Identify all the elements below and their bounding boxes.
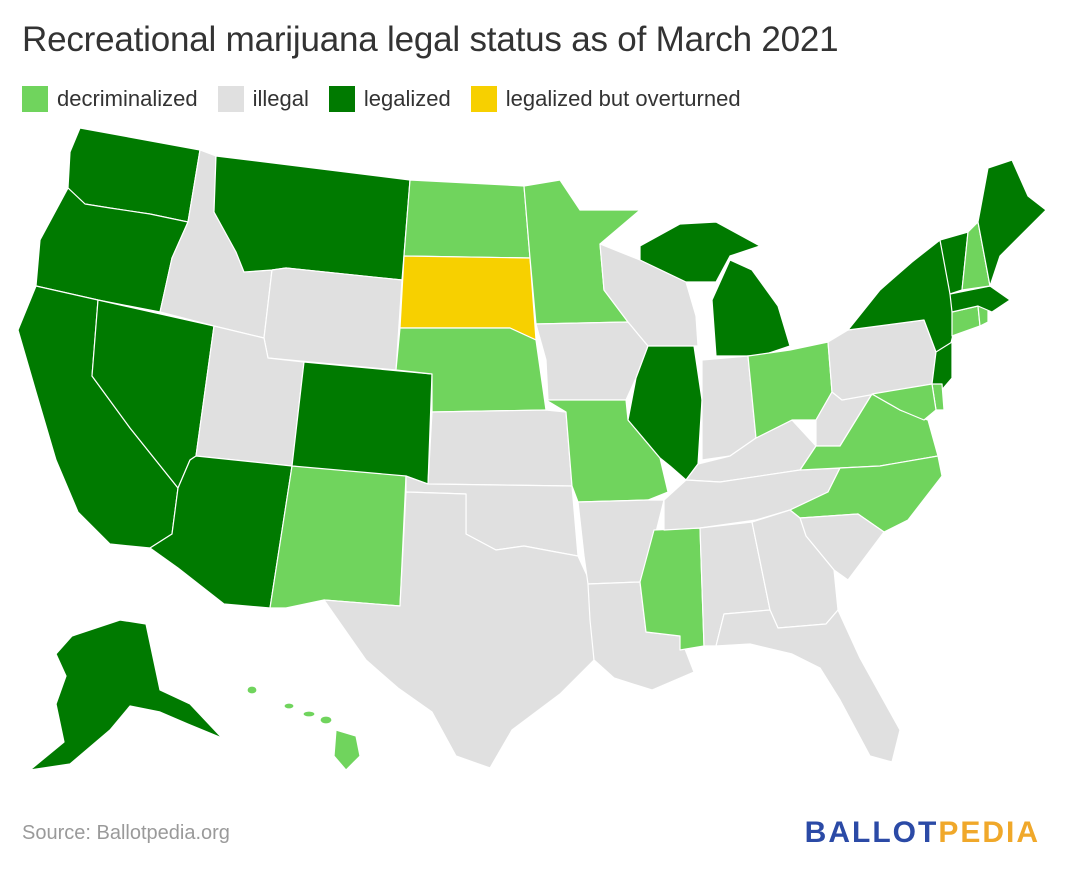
legend-swatch-overturned [470, 86, 497, 112]
state-hi[interactable] [246, 685, 361, 771]
legend-label: legalized [363, 86, 451, 111]
state-ia[interactable] [535, 321, 649, 401]
logo-part-pedia: PEDIA [938, 816, 1040, 849]
legend-item-illegal: illegal [217, 86, 309, 112]
logo-part-ballot: BALLOT [804, 816, 939, 849]
ballotpedia-logo: BALLOTPEDIA [805, 816, 1040, 850]
source-note: Source: Ballotpedia.org [22, 822, 230, 844]
state-mt[interactable] [213, 155, 411, 281]
state-mo[interactable] [545, 399, 669, 503]
state-md[interactable] [871, 383, 937, 421]
chart-title: Recreational marijuana legal status as o… [22, 20, 839, 59]
legend-item-legalized: legalized [328, 86, 451, 112]
state-fl[interactable] [715, 609, 901, 763]
state-nd[interactable] [403, 179, 531, 259]
legend: decriminalized illegal legalized legaliz… [22, 86, 761, 112]
legend-swatch-legalized [328, 86, 355, 112]
legend-label: legalized but overturned [505, 86, 741, 111]
legend-item-overturned: legalized but overturned [470, 86, 741, 112]
state-co[interactable] [291, 361, 433, 485]
state-nm[interactable] [269, 465, 407, 609]
legend-item-decriminalized: decriminalized [22, 86, 198, 112]
legend-label: illegal [252, 86, 309, 111]
state-ak[interactable] [29, 619, 223, 771]
state-me[interactable] [977, 159, 1047, 287]
state-wy[interactable] [263, 267, 403, 371]
state-tx[interactable] [323, 491, 595, 769]
legend-swatch-decriminalized [22, 86, 48, 112]
state-ms[interactable] [639, 527, 705, 651]
state-ks[interactable] [427, 409, 573, 487]
legend-label: decriminalized [57, 86, 198, 111]
state-nj[interactable] [931, 341, 953, 393]
legend-swatch-illegal [217, 86, 244, 112]
state-il[interactable] [627, 345, 703, 481]
